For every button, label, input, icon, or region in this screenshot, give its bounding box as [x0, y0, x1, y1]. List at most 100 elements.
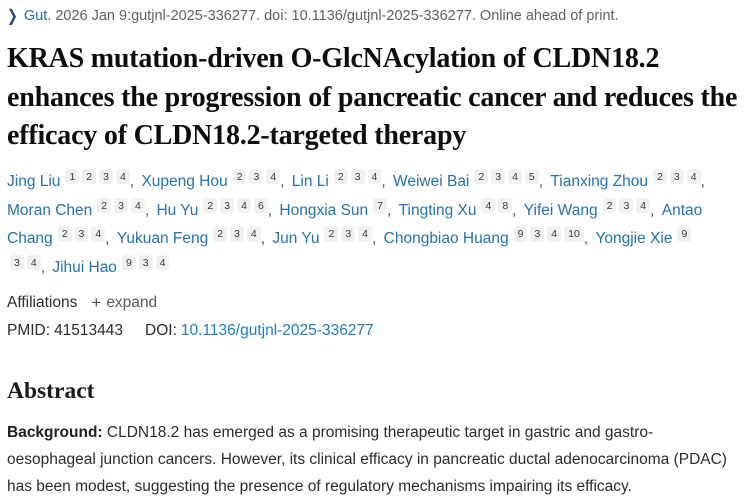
affiliation-number-chip[interactable]: 4 — [358, 226, 373, 242]
author-separator: , — [267, 201, 277, 219]
journal-citation: ❯ Gut. 2026 Jan 9:gutjnl-2025-336277. doi:… — [7, 6, 740, 25]
author-link[interactable]: Hu Yu — [156, 201, 199, 219]
affiliation-number-chip[interactable]: 4 — [686, 168, 701, 185]
author-link[interactable]: Jihui Hao — [52, 258, 117, 276]
background-text: CLDN18.2 has emerged as a promising ther… — [7, 423, 727, 495]
affiliation-number-chip[interactable]: 3 — [114, 197, 128, 214]
author: Tianxing Zhou 2 3 4, — [550, 168, 708, 190]
doi-link[interactable]: 10.1136/gutjnl-2025-336277 — [180, 321, 374, 339]
author-link[interactable]: Moran Chen — [7, 201, 93, 219]
author-separator: , — [700, 172, 705, 190]
author-link[interactable]: Jun Yu — [272, 230, 320, 248]
affiliation-number-chip[interactable]: 4 — [237, 197, 251, 214]
affiliation-number-chip[interactable]: 9 — [513, 226, 528, 242]
author: Lin Li 2 3 4, — [291, 168, 393, 190]
author-link[interactable]: Yukuan Feng — [116, 230, 209, 248]
author: Yifei Wang 2 3 4, — [523, 197, 662, 219]
affiliation-number-chip[interactable]: 4 — [246, 226, 261, 242]
chevron-right-icon: ❯ — [7, 6, 18, 25]
author-link[interactable]: Jing Liu — [7, 172, 61, 190]
doi-label: DOI: — [145, 321, 177, 339]
author-link[interactable]: Lin Li — [291, 172, 329, 190]
author: Yongjie Xie 93 4, — [7, 226, 692, 276]
author-link[interactable]: Antao Chang — [7, 201, 703, 248]
affiliation-number-chip[interactable]: 6 — [253, 197, 268, 214]
affiliation-number-chip[interactable]: 3 — [74, 226, 89, 242]
affiliation-number-chip[interactable]: 4 — [91, 226, 106, 242]
affiliation-number-chip[interactable]: 4 — [26, 254, 41, 271]
affiliation-number-chip[interactable]: 3 — [491, 168, 506, 185]
affiliation-number-chip[interactable]: 9 — [677, 226, 692, 242]
affiliation-number-chip[interactable]: 2 — [57, 226, 72, 242]
affiliation-number-chip[interactable]: 3 — [138, 254, 153, 271]
affiliation-number-chip[interactable]: 3 — [249, 168, 264, 185]
affiliation-number-chip[interactable]: 2 — [203, 197, 218, 214]
author-separator: , — [538, 172, 548, 190]
author-separator: , — [129, 172, 139, 190]
expand-affiliations-button[interactable]: + expand — [91, 293, 157, 313]
affiliation-number-chip[interactable]: 3 — [99, 168, 113, 185]
author-link[interactable]: Yifei Wang — [523, 201, 598, 219]
affiliation-number-chip[interactable]: 8 — [498, 197, 513, 214]
affiliation-number-chip[interactable]: 3 — [350, 168, 365, 185]
author-link[interactable]: Hongxia Sun — [279, 201, 369, 219]
author-separator: , — [105, 230, 114, 248]
author: Jing Liu 1 2 3 4, — [7, 168, 141, 190]
affiliation-number-chip[interactable]: 4 — [636, 197, 651, 214]
affiliation-number-chip[interactable]: 4 — [115, 168, 130, 185]
author-separator: , — [387, 201, 396, 219]
affiliation-number-chip[interactable]: 2 — [324, 226, 339, 242]
identifiers-row: PMID: 41513443 DOI: 10.1136/gutjnl-2025-336… — [7, 322, 740, 340]
author-link[interactable]: Xupeng Hou — [141, 172, 228, 190]
author-separator: , — [650, 201, 659, 219]
affiliations-row: Affiliations + expand — [7, 293, 740, 313]
affiliation-number-chip[interactable]: 2 — [333, 168, 348, 185]
affiliation-number-chip[interactable]: 2 — [653, 168, 667, 185]
author-link[interactable]: Yongjie Xie — [595, 230, 673, 248]
author-separator: , — [583, 230, 593, 248]
abstract-background-paragraph: Background: CLDN18.2 has emerged as a pr… — [7, 420, 740, 500]
affiliation-number-chip[interactable]: 4 — [481, 197, 496, 214]
affiliation-number-chip[interactable]: 4 — [130, 197, 145, 214]
article-title: KRAS mutation-driven O-GlcNAcylation of … — [7, 43, 738, 152]
author-separator: , — [40, 258, 50, 276]
affiliation-number-chip[interactable]: 3 — [10, 254, 24, 271]
author: Yukuan Feng 2 3 4, — [116, 226, 273, 248]
author-link[interactable]: Weiwei Bai — [393, 172, 470, 190]
affiliation-number-chip[interactable]: 3 — [220, 197, 235, 214]
affiliation-number-chip[interactable]: 3 — [230, 226, 244, 242]
affiliation-number-chip[interactable]: 4 — [266, 168, 281, 185]
abstract-heading: Abstract — [7, 377, 95, 404]
author-separator: , — [372, 230, 381, 248]
journal-link[interactable]: Gut. — [23, 8, 52, 24]
affiliation-number-chip[interactable]: 3 — [669, 168, 684, 185]
affiliation-number-chip[interactable]: 2 — [213, 226, 228, 242]
affiliation-number-chip[interactable]: 2 — [474, 168, 489, 185]
citation-text: 2026 Jan 9:gutjnl-2025-336277. doi: 10.1… — [55, 8, 619, 24]
author-separator: , — [280, 172, 289, 190]
affiliation-number-chip[interactable]: 2 — [602, 197, 617, 214]
author: Moran Chen 2 3 4, — [7, 197, 156, 219]
affiliation-number-chip[interactable]: 4 — [508, 168, 522, 185]
pmid-label: PMID: — [7, 321, 51, 339]
affiliation-number-chip[interactable]: 9 — [121, 254, 136, 271]
affiliation-number-chip[interactable]: 2 — [82, 168, 97, 185]
affiliation-number-chip[interactable]: 2 — [97, 197, 112, 214]
author-separator: , — [512, 201, 521, 219]
affiliation-number-chip[interactable]: 10 — [564, 226, 584, 242]
affiliation-number-chip[interactable]: 4 — [547, 226, 562, 242]
affiliation-number-chip[interactable]: 4 — [155, 254, 170, 271]
author-link[interactable]: Tingting Xu — [398, 201, 477, 219]
affiliation-number-chip[interactable]: 1 — [65, 168, 80, 185]
affiliation-number-chip[interactable]: 3 — [619, 197, 634, 214]
affiliation-number-chip[interactable]: 3 — [530, 226, 545, 242]
author-link[interactable]: Tianxing Zhou — [550, 172, 649, 190]
affiliation-number-chip[interactable]: 7 — [373, 197, 388, 214]
author: Tingting Xu 4 8, — [398, 197, 524, 219]
author-link[interactable]: Chongbiao Huang — [383, 230, 509, 248]
affiliation-number-chip[interactable]: 4 — [367, 168, 382, 185]
affiliation-number-chip[interactable]: 5 — [524, 168, 539, 185]
affiliation-number-chip[interactable]: 2 — [232, 168, 247, 185]
author: Weiwei Bai 2 3 4 5, — [393, 168, 550, 190]
affiliation-number-chip[interactable]: 3 — [341, 226, 356, 242]
